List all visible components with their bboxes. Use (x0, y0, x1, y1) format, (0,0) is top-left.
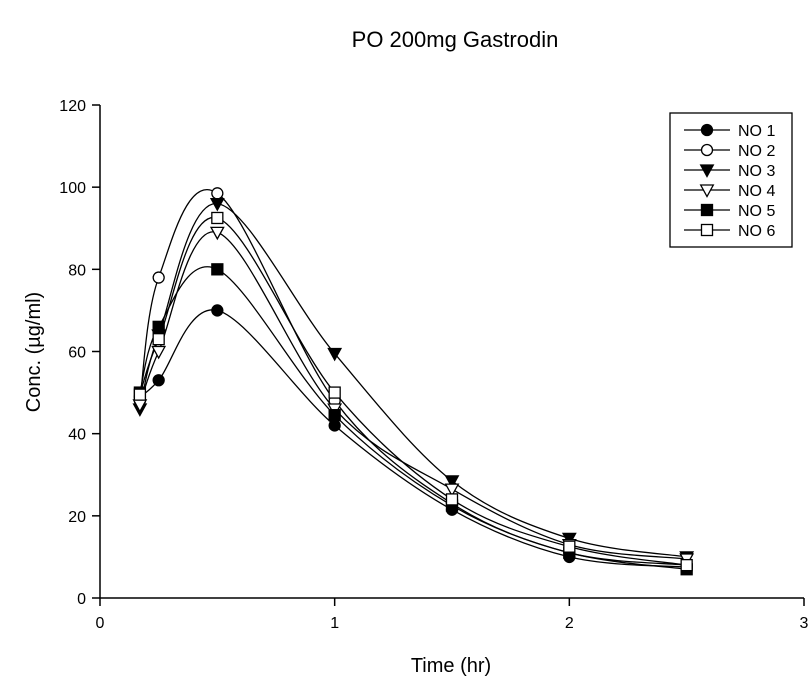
series-line-1 (139, 309, 687, 568)
data-point (152, 333, 165, 346)
legend-label: NO 5 (738, 203, 775, 220)
series-line-3 (139, 202, 687, 558)
data-point (328, 409, 341, 422)
legend: NO 1 NO 2 NO 3 NO 4 NO 5 NO 6 (669, 112, 793, 248)
data-point (445, 493, 459, 506)
legend-box (669, 112, 793, 248)
x-tick-label: 0 (96, 615, 105, 632)
x-tick-label: 2 (565, 615, 574, 632)
data-point (209, 197, 225, 212)
y-tick-label: 60 (68, 345, 86, 362)
chart-title: PO 200mg Gastrodin (352, 27, 559, 52)
y-tick-label: 40 (68, 427, 86, 444)
data-point (211, 304, 224, 317)
data-point (444, 475, 460, 489)
data-point (151, 345, 167, 360)
data-point (133, 388, 147, 401)
legend-label: NO 1 (738, 123, 775, 140)
series-lines (139, 189, 687, 570)
x-tick-label: 3 (800, 615, 809, 632)
y-tick-label: 120 (59, 98, 86, 115)
legend-marker (699, 164, 715, 178)
legend-marker (700, 123, 714, 137)
data-point (209, 226, 225, 241)
legend-marker (700, 223, 714, 237)
legend-label: NO 6 (738, 223, 775, 240)
y-tick-label: 20 (68, 509, 86, 526)
data-point (444, 483, 460, 497)
y-tick-label: 80 (68, 262, 86, 279)
series-markers (132, 187, 695, 576)
legend-label: NO 3 (738, 163, 775, 180)
data-point (211, 187, 224, 200)
legend-marker (700, 143, 714, 157)
series-line-2 (139, 189, 687, 566)
series-line-4 (139, 231, 687, 560)
legend-label: NO 4 (738, 183, 775, 200)
data-point (211, 263, 224, 276)
data-point (152, 320, 165, 334)
data-point (152, 271, 165, 284)
data-point (211, 211, 224, 225)
data-point (680, 558, 693, 572)
data-point (328, 386, 341, 399)
data-point (563, 540, 576, 553)
legend-marker (699, 184, 715, 198)
y-tick-label: 100 (59, 180, 86, 197)
legend-marker (700, 203, 714, 217)
x-tick-label: 1 (330, 615, 339, 632)
data-point (152, 374, 165, 387)
legend-label: NO 2 (738, 143, 775, 160)
y-tick-label: 0 (77, 591, 86, 608)
data-point (327, 347, 343, 362)
x-axis-label: Time (hr) (411, 655, 491, 677)
axes: 0 1 2 3 0 20 40 60 80 100 120 (59, 98, 808, 632)
data-point (328, 419, 341, 432)
y-axis-label: Conc. (µg/ml) (23, 292, 45, 412)
